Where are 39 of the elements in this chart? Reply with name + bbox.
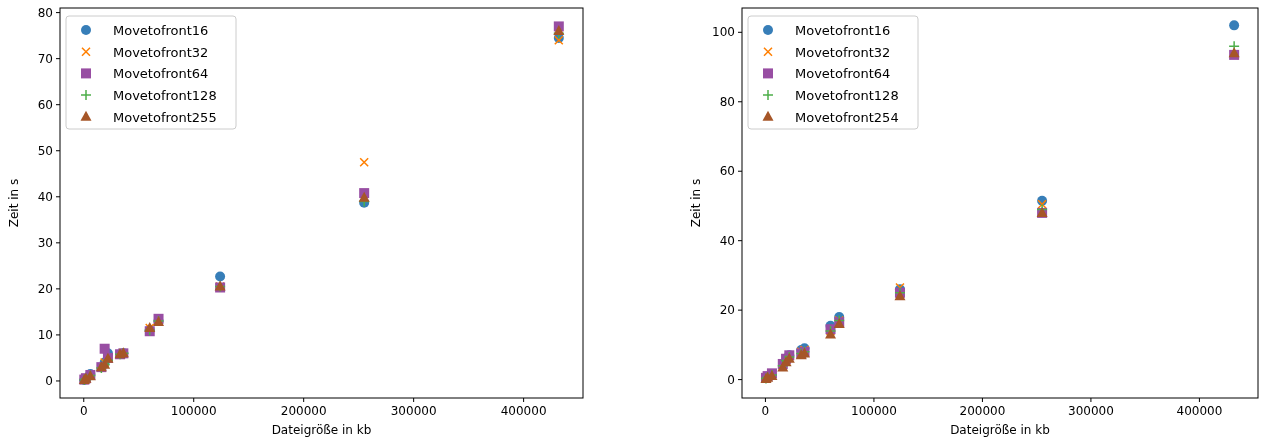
y-axis-title: Zeit in s	[689, 178, 703, 228]
y-axis-title: Zeit in s	[7, 178, 21, 228]
legend-label: Movetofront254	[795, 109, 899, 125]
x-tick-label: 100000	[170, 404, 217, 418]
legend-label: Movetofront64	[113, 66, 209, 82]
legend-label: Movetofront255	[113, 109, 217, 125]
legend-label: Movetofront64	[795, 66, 891, 82]
legend-label: Movetofront32	[113, 44, 209, 60]
y-tick-label: 20	[719, 303, 735, 318]
y-tick-label: 20	[37, 281, 53, 296]
x-tick-label: 400000	[1176, 404, 1223, 418]
x-tick-label: 300000	[390, 404, 437, 418]
y-tick-label: 100	[712, 25, 735, 40]
x-tick-label: 0	[79, 404, 88, 418]
legend-label: Movetofront128	[795, 88, 899, 104]
x-tick-label: 0	[761, 404, 770, 418]
legend-label: Movetofront32	[795, 44, 891, 60]
y-tick-label: 80	[37, 5, 53, 20]
legend-label: Movetofront16	[795, 23, 891, 38]
x-axis-title: Dateigröße in kb	[950, 423, 1050, 437]
y-tick-label: 0	[45, 373, 53, 388]
x-tick-label: 300000	[1068, 404, 1114, 418]
y-tick-label: 70	[37, 51, 53, 66]
x-tick-label: 400000	[500, 404, 547, 418]
y-tick-label: 50	[37, 143, 53, 158]
y-tick-label: 40	[37, 189, 53, 204]
y-tick-label: 40	[719, 233, 735, 248]
x-tick-label: 200000	[959, 404, 1006, 418]
legend-label: Movetofront128	[113, 88, 217, 104]
y-tick-label: 80	[719, 94, 735, 109]
y-tick-label: 60	[719, 164, 735, 179]
y-tick-label: 10	[37, 327, 53, 342]
x-tick-label: 100000	[851, 404, 897, 418]
y-tick-label: 60	[37, 97, 53, 112]
x-axis-title: Dateigröße in kb	[271, 423, 372, 437]
legend-label: Movetofront16	[113, 23, 209, 38]
y-tick-label: 0	[727, 372, 735, 387]
y-tick-label: 30	[37, 235, 53, 250]
x-tick-label: 200000	[280, 404, 327, 418]
